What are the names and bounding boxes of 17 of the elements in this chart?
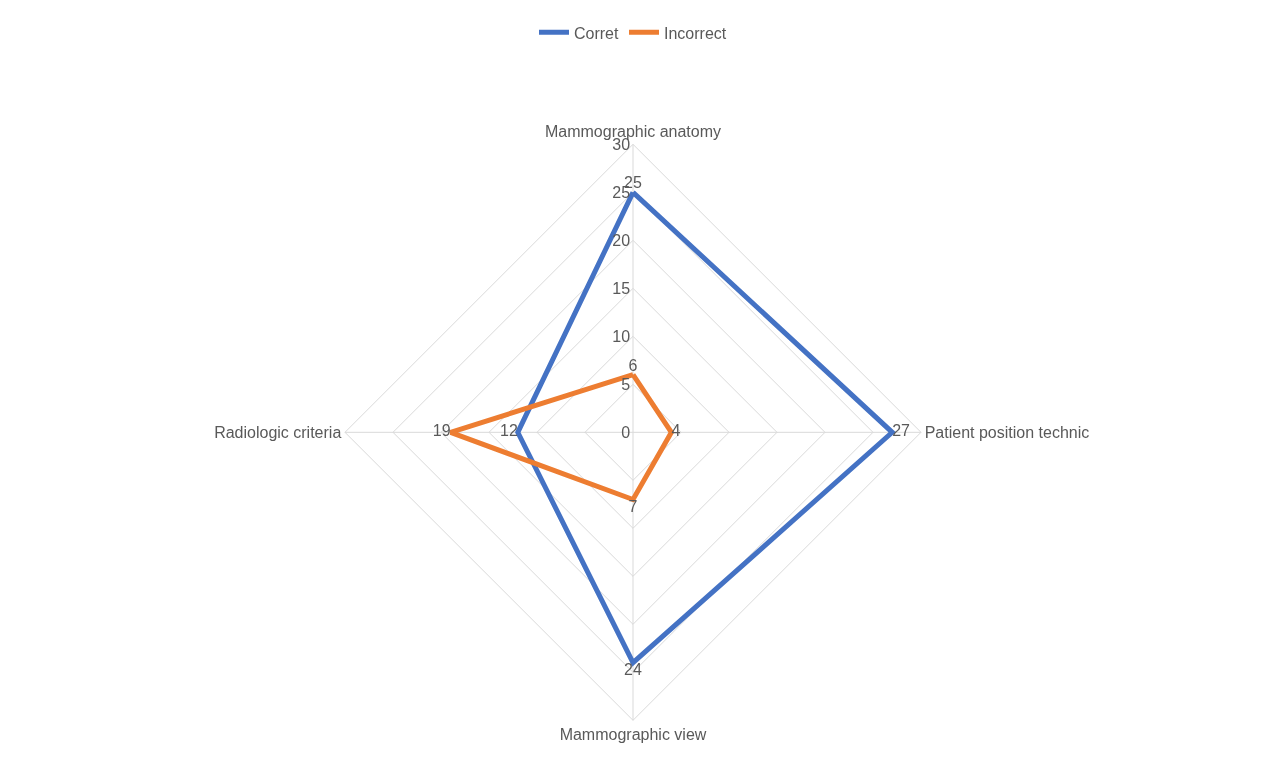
legend-label: Corret: [574, 24, 620, 42]
data-label: 7: [628, 497, 638, 515]
data-label: 24: [624, 660, 643, 678]
legend-label: Incorrect: [664, 24, 727, 42]
y-tick-label: 15: [612, 279, 631, 297]
spoke-label: Patient position technic: [924, 423, 1090, 441]
spoke-label: Mammographic view: [559, 726, 707, 744]
y-tick-label: 10: [612, 327, 631, 345]
y-tick-label: 5: [621, 375, 631, 393]
data-label: 4: [671, 422, 681, 440]
y-tick-label: 0: [621, 423, 631, 441]
data-label: 27: [892, 422, 911, 440]
y-tick-label: 20: [612, 231, 631, 249]
data-label: 19: [432, 422, 451, 440]
spoke-label: Radiologic criteria: [214, 423, 342, 441]
data-label: 6: [628, 356, 638, 374]
data-label: 12: [500, 422, 518, 440]
